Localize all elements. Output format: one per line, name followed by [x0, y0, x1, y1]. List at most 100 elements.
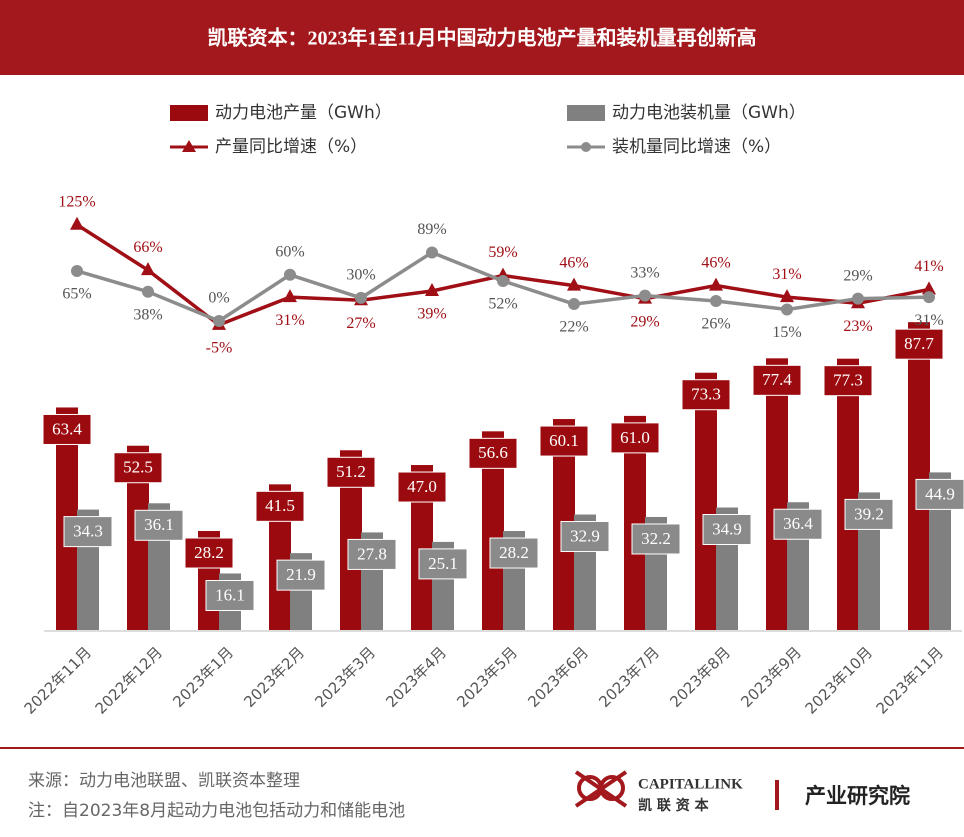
bar-label-box: [113, 452, 163, 484]
bar-label: 77.3: [833, 371, 863, 390]
bar-label: 32.9: [570, 526, 600, 545]
bar-label: 77.4: [762, 370, 792, 389]
legend-label: 动力电池产量（GWh）: [215, 103, 392, 123]
line-label: 66%: [133, 239, 162, 256]
logo: [574, 770, 628, 808]
bar-label-box: [489, 537, 539, 569]
header-band: [0, 0, 964, 75]
line-label: 15%: [772, 324, 801, 341]
marker: [284, 268, 296, 281]
bar-label: 34.9: [712, 519, 742, 538]
bar-label-box: [773, 508, 823, 540]
legend-marker: [182, 140, 196, 152]
bar-label-box: [631, 523, 681, 555]
bar-label: 61.0: [620, 428, 650, 447]
marker: [497, 274, 509, 287]
x-tick-label: 2023年3月: [311, 643, 379, 711]
bar-label-box: [752, 364, 802, 396]
bar-label: 73.3: [691, 385, 721, 404]
bar-label: 60.1: [549, 431, 579, 450]
marker: [70, 216, 84, 230]
bar-label: 32.2: [641, 529, 671, 548]
bar-label-box: [326, 456, 376, 488]
bar-label-box: [823, 365, 873, 397]
line-label: 26%: [701, 316, 730, 333]
x-tick-label: 2023年2月: [240, 643, 308, 711]
marker: [923, 291, 935, 304]
bar: [929, 472, 951, 630]
marker: [142, 285, 154, 298]
line-label: 125%: [58, 193, 95, 210]
marker: [141, 262, 155, 276]
x-tick-label: 2023年1月: [169, 643, 237, 711]
line-label: 52%: [488, 296, 517, 313]
line-label: 59%: [488, 244, 517, 261]
bar-label-box: [347, 538, 397, 570]
bar-label-box: [42, 413, 92, 445]
bar-label-box: [539, 425, 589, 457]
bar-label: 16.1: [215, 585, 245, 604]
bar-label-box: [63, 516, 113, 548]
line-label: 31%: [275, 312, 304, 329]
bar: [766, 358, 788, 630]
bar: [482, 431, 504, 630]
x-tick-label: 2023年5月: [453, 643, 521, 711]
legend-swatch: [567, 105, 605, 121]
marker: [355, 291, 367, 304]
marker: [710, 294, 722, 307]
line-label: 27%: [346, 315, 375, 332]
line-label: 29%: [630, 313, 659, 330]
bar-label-box: [134, 509, 184, 541]
line-label: 46%: [701, 254, 730, 271]
x-tick-label: 2023年9月: [737, 643, 805, 711]
bar-label: 63.4: [52, 419, 82, 438]
source: 来源：动力电池联盟、凯联资本整理: [28, 771, 300, 791]
bar-label: 41.5: [265, 496, 295, 515]
x-tick-label: 2023年4月: [382, 643, 450, 711]
bar-label-box: [184, 537, 234, 569]
bar-label-box: [915, 478, 964, 510]
legend-label: 动力电池装机量（GWh）: [612, 103, 806, 123]
line-label: -5%: [206, 340, 233, 357]
legend-swatch: [170, 105, 208, 121]
bar-label-box: [702, 514, 752, 546]
marker: [568, 298, 580, 311]
legend-label: 装机量同比增速（%）: [612, 137, 781, 157]
bar-label-box: [468, 437, 518, 469]
marker: [426, 246, 438, 259]
legend-marker: [581, 142, 591, 152]
institute: 产业研究院: [805, 784, 910, 808]
x-tick-label: 2023年11月: [873, 643, 947, 717]
x-tick-label: 2022年11月: [21, 643, 95, 717]
line-label: 60%: [275, 243, 304, 260]
marker: [781, 303, 793, 316]
line-label: 33%: [630, 264, 659, 281]
marker: [852, 292, 864, 305]
bar: [624, 415, 646, 630]
line-label: 0%: [208, 290, 229, 307]
divider: [775, 780, 779, 810]
bar-label: 36.4: [783, 514, 813, 533]
marker: [71, 264, 83, 277]
x-tick-label: 2023年10月: [802, 643, 876, 717]
bar-label: 28.2: [499, 543, 529, 562]
bar-label: 34.3: [73, 522, 103, 541]
marker: [283, 289, 297, 303]
bar-label-box: [844, 498, 894, 530]
bar-label: 47.0: [407, 477, 437, 496]
bar-label-box: [276, 559, 326, 591]
line-label: 22%: [559, 319, 588, 336]
line-label: 38%: [133, 306, 162, 323]
bar-label: 56.6: [478, 443, 508, 462]
marker: [639, 289, 651, 302]
note: 注：自2023年8月起动力电池包括动力和储能电池: [28, 801, 405, 821]
chart-title: 凯联资本：2023年1至11月中国动力电池产量和装机量再创新高: [208, 26, 757, 50]
bar-label-box: [397, 471, 447, 503]
x-tick-label: 2023年6月: [524, 643, 592, 711]
bar: [908, 322, 930, 630]
line-label: 31%: [914, 312, 943, 329]
bar-label-box: [610, 422, 660, 454]
bar-label: 28.2: [194, 543, 224, 562]
marker: [213, 315, 225, 327]
